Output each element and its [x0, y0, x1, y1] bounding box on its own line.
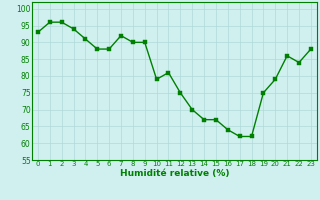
X-axis label: Humidité relative (%): Humidité relative (%): [120, 169, 229, 178]
